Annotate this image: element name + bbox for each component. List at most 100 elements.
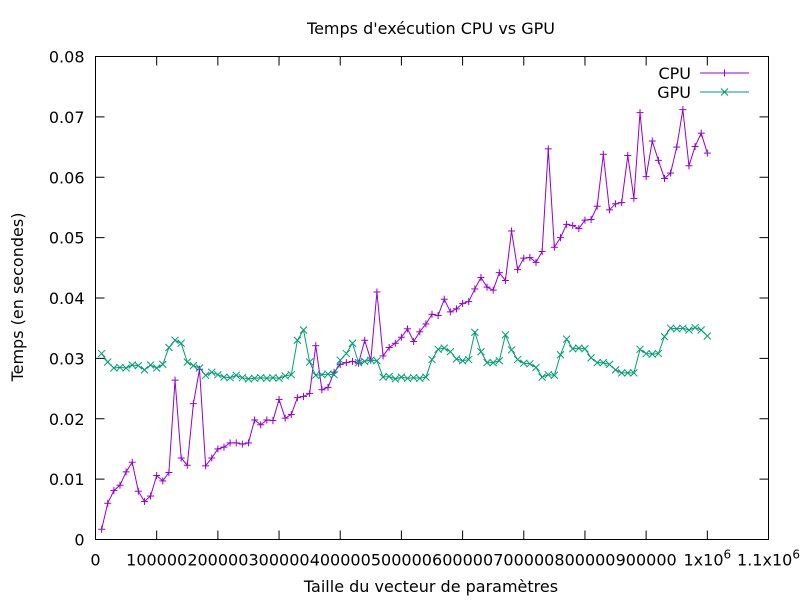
- gpu-point: [422, 373, 430, 381]
- gpu-point: [513, 355, 522, 364]
- gpu-point: [348, 339, 357, 348]
- chart-title: Temps d'exécution CPU vs GPU: [306, 19, 555, 38]
- x-tick-label-base: 800000: [554, 551, 615, 570]
- gpu-point: [287, 370, 296, 379]
- x-tick-label-base: 1.1x10: [737, 551, 792, 570]
- axis-ticks: 0 0.01 0.02 0.03 0.04 0.05 0.06 0.07 0.08 0 100000…: [49, 48, 800, 570]
- gpu-point: [293, 336, 302, 345]
- gpu-point: [544, 370, 553, 379]
- cpu-point: [569, 222, 577, 230]
- x-tick-label: 1x106: [683, 548, 731, 570]
- cpu-point: [391, 339, 399, 347]
- gpu-point: [305, 358, 314, 366]
- cpu-point: [202, 462, 210, 470]
- gpu-point: [507, 346, 516, 354]
- cpu-point: [147, 492, 155, 500]
- cpu-point: [336, 360, 344, 368]
- cpu-point: [703, 149, 711, 157]
- cpu-line: [101, 109, 708, 530]
- x-tick-label-base: 100000: [126, 551, 187, 570]
- gpu-point: [538, 373, 546, 381]
- cpu-point: [171, 376, 179, 384]
- gpu-point: [562, 335, 571, 343]
- cpu-point: [495, 269, 503, 277]
- gpu-point: [495, 356, 504, 365]
- gpu-point: [648, 350, 657, 359]
- cpu-point: [134, 487, 142, 495]
- x-tick-label: 300000: [249, 551, 310, 570]
- cpu-point: [257, 421, 265, 429]
- gpu-point: [642, 349, 650, 358]
- cpu-point: [642, 173, 650, 181]
- gpu-point: [311, 371, 320, 380]
- gpu-point: [691, 323, 699, 332]
- cpu-point: [630, 194, 638, 202]
- cpu-point: [128, 458, 136, 466]
- cpu-point: [520, 254, 528, 262]
- gpu-point: [262, 374, 271, 383]
- cpu-point: [183, 461, 191, 469]
- gpu-point: [415, 374, 424, 383]
- cpu-point: [281, 414, 289, 422]
- gpu-point: [366, 356, 375, 365]
- cpu-point: [361, 336, 369, 344]
- gpu-point: [330, 370, 338, 379]
- cpu-point: [165, 468, 173, 476]
- gpu-point: [97, 349, 106, 358]
- legend-label-gpu: GPU: [657, 83, 691, 102]
- x-tick-label-base: 500000: [371, 551, 432, 570]
- cpu-point: [251, 416, 259, 424]
- gpu-point: [128, 361, 137, 369]
- gpu-point: [501, 330, 510, 339]
- gpu-point: [660, 332, 669, 341]
- gpu-point: [587, 353, 595, 362]
- cpu-point: [587, 216, 595, 224]
- cpu-point: [471, 285, 479, 293]
- gpu-point: [360, 357, 369, 366]
- cpu-point: [214, 445, 222, 453]
- cpu-point: [312, 342, 320, 350]
- gpu-point: [226, 373, 234, 382]
- gpu-point: [244, 375, 253, 383]
- cpu-point: [220, 443, 228, 451]
- x-tick-label: 200000: [187, 551, 248, 570]
- x-tick-label-base: 900000: [616, 551, 677, 570]
- cpu-point: [196, 365, 204, 373]
- cpu-point: [116, 481, 124, 489]
- gpu-point: [110, 364, 118, 372]
- gpu-point: [636, 345, 644, 354]
- cpu-point: [501, 276, 509, 284]
- cpu-point: [618, 199, 626, 207]
- gpu-point: [703, 332, 712, 340]
- gpu-point: [336, 356, 345, 365]
- gpu-point: [116, 363, 124, 372]
- y-tick-label: 0.06: [49, 168, 85, 187]
- gpu-point: [489, 358, 498, 367]
- x-tick-label: 0: [90, 551, 100, 570]
- legend-marker-cpu: [721, 69, 728, 77]
- cpu-point: [140, 497, 148, 505]
- y-tick-label: 0.05: [49, 229, 85, 248]
- cpu-point: [300, 392, 308, 400]
- gpu-point: [403, 374, 412, 383]
- gpu-point: [654, 349, 663, 358]
- cpu-point: [452, 305, 460, 313]
- gpu-point: [354, 358, 363, 367]
- gpu-point: [134, 361, 143, 370]
- gpu-point: [599, 358, 608, 367]
- gpu-point: [464, 355, 473, 364]
- gpu-point: [250, 374, 259, 383]
- gpu-point: [477, 347, 485, 356]
- cpu-point: [636, 109, 644, 117]
- gpu-point: [526, 359, 534, 368]
- cpu-point: [514, 266, 522, 274]
- gpu-point: [342, 349, 351, 358]
- cpu-point: [238, 440, 246, 448]
- gpu-point: [281, 372, 290, 380]
- gpu-point: [189, 361, 198, 370]
- legend-item-cpu: CPU: [658, 64, 749, 83]
- x-tick-label: 100000: [126, 551, 187, 570]
- x-tick-label: 1.1x106: [737, 548, 800, 570]
- gpu-point: [207, 368, 216, 377]
- gpu-point: [678, 324, 687, 333]
